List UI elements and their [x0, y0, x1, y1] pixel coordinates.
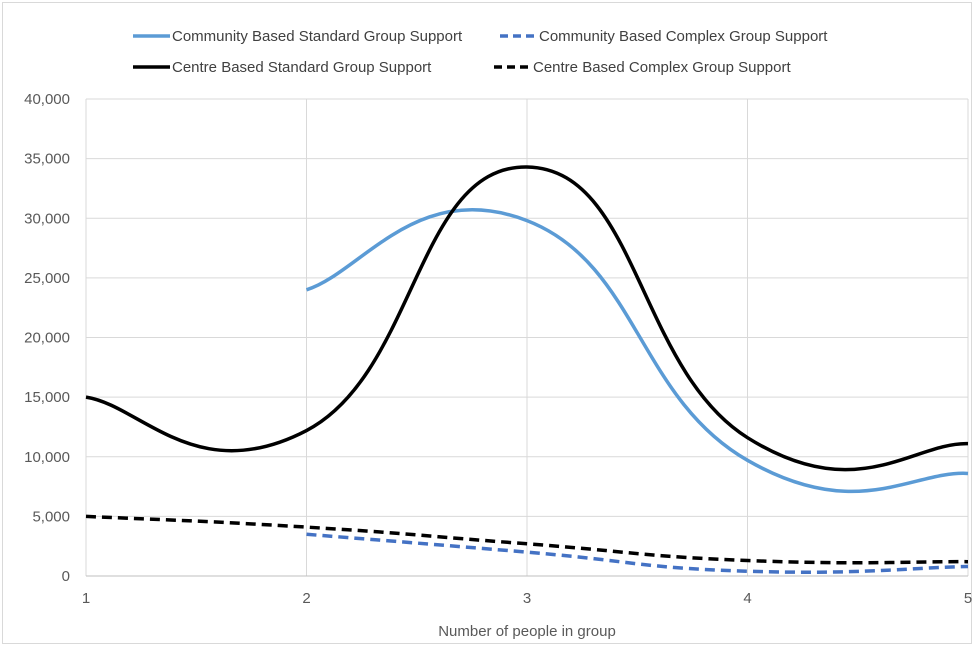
series-line-1	[305, 207, 969, 494]
x-tick-label: 3	[523, 590, 531, 607]
x-tick-label: 1	[82, 590, 90, 607]
legend-label: Centre Based Standard Group Support	[172, 59, 432, 76]
x-axis-title: Number of people in group	[438, 623, 616, 640]
x-tick-label: 5	[964, 590, 972, 607]
y-tick-label: 5,000	[32, 508, 70, 525]
y-tick-label: 15,000	[24, 389, 70, 406]
legend-label: Community Based Complex Group Support	[539, 28, 828, 45]
y-tick-label: 30,000	[24, 210, 70, 227]
y-tick-label: 10,000	[24, 449, 70, 466]
series-line-3	[85, 165, 969, 472]
series-layer	[85, 165, 969, 574]
y-tick-label: 40,000	[24, 91, 70, 108]
y-tick-label: 0	[62, 568, 70, 585]
y-tick-label: 20,000	[24, 330, 70, 347]
legend-label: Centre Based Complex Group Support	[533, 59, 791, 76]
x-tick-label: 2	[302, 590, 310, 607]
y-tick-label: 35,000	[24, 151, 70, 168]
legend-label: Community Based Standard Group Support	[172, 28, 463, 45]
x-tick-label: 4	[743, 590, 751, 607]
gridlines	[85, 98, 969, 577]
axes: 0 5,000 10,000 15,000 20,000 25,000 30,000 35,0…	[24, 91, 972, 607]
y-tick-label: 25,000	[24, 270, 70, 287]
legend: Community Based Standard Group Support Co…	[133, 28, 828, 76]
series-line-4	[85, 514, 969, 565]
